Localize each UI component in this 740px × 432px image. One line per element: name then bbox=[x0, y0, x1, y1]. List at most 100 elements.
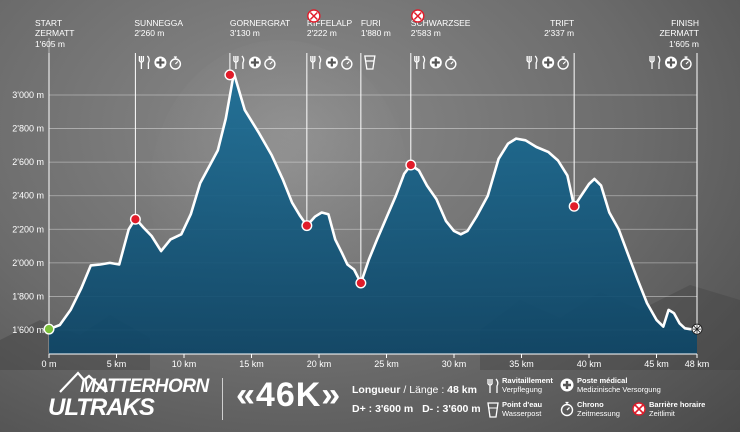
checkpoint-altitude: 1'605 m bbox=[35, 39, 65, 49]
medical-cross-shape bbox=[667, 58, 675, 67]
footer-divider bbox=[222, 378, 223, 420]
legend-water-fr: Point d'eau bbox=[502, 400, 543, 409]
checkpoint-marker bbox=[301, 220, 313, 232]
x-tick-label: 35 km bbox=[509, 359, 534, 369]
y-tick-label: 2'200 m bbox=[12, 224, 44, 234]
loss-label: D- : bbox=[422, 403, 440, 415]
distance-label-fr: Longueur bbox=[352, 384, 401, 396]
fork-knife-icon bbox=[233, 55, 245, 69]
medical-cross-shape bbox=[327, 58, 336, 67]
x-tick-label: 30 km bbox=[442, 359, 467, 369]
race-name: «46K» bbox=[236, 376, 342, 414]
fork-knife-icon bbox=[649, 55, 661, 69]
legend-food-de: Verpflegung bbox=[502, 385, 543, 394]
gain-value: 3'600 m bbox=[375, 403, 414, 415]
fork-knife-icon bbox=[526, 55, 538, 69]
y-tick-label: 2'400 m bbox=[12, 191, 44, 201]
distance-sep: / bbox=[403, 384, 410, 396]
x-tick-label: 0 m bbox=[41, 359, 56, 369]
checkpoint-altitude: 2'583 m bbox=[411, 28, 441, 38]
profile-area bbox=[48, 71, 697, 354]
checkpoint-altitude: 1'880 m bbox=[361, 28, 391, 38]
distance-colon: : bbox=[441, 384, 448, 396]
medical-cross-shape bbox=[250, 58, 259, 67]
checkpoint-name: FURI bbox=[361, 18, 381, 28]
x-tick-label: 45 km bbox=[644, 359, 669, 369]
stopwatch-hand bbox=[268, 56, 273, 65]
brand-sub: ULTRAKS bbox=[48, 394, 155, 421]
medical-cross-icon bbox=[560, 378, 574, 392]
stopwatch-hand bbox=[449, 56, 454, 65]
fork-knife-icon bbox=[138, 55, 150, 69]
checkpoint-name: GORNERGRAT bbox=[230, 18, 290, 28]
cutoff-cross bbox=[413, 11, 422, 21]
legend-cutoff-fr: Barrière horaire bbox=[649, 400, 706, 409]
x-tick-label: 10 km bbox=[172, 359, 197, 369]
y-tick-label: 1'600 m bbox=[12, 325, 44, 335]
water-glass-icon bbox=[487, 402, 499, 418]
checkpoint-name: FINISH bbox=[671, 18, 699, 28]
legend-chrono-de: Zeitmessung bbox=[577, 409, 620, 418]
x-tick-label: 40 km bbox=[577, 359, 602, 369]
profile-line bbox=[48, 71, 697, 331]
x-tick-label: 48 km bbox=[685, 359, 710, 369]
distance-label-de: Länge bbox=[409, 384, 439, 396]
legend-water-de: Wasserpost bbox=[502, 409, 542, 418]
checkpoint-name: SUNNEGGA bbox=[134, 18, 183, 28]
cutoff-icon bbox=[632, 402, 646, 416]
loss-value: 3'600 m bbox=[442, 403, 481, 415]
stopwatch-hand bbox=[345, 56, 350, 65]
y-tick-label: 2'600 m bbox=[12, 157, 44, 167]
stopwatch-hand bbox=[561, 56, 567, 65]
checkpoint-marker bbox=[405, 159, 417, 171]
footer: MATTERHORN ULTRAKS «46K» Longueur / Läng… bbox=[0, 370, 740, 432]
finish-flag-pattern bbox=[693, 325, 701, 334]
fork-knife-icon bbox=[487, 378, 499, 393]
cutoff-cross bbox=[309, 11, 318, 21]
legend-food-fr: Ravitaillement bbox=[502, 376, 553, 385]
gain-label: D+ : bbox=[352, 403, 373, 415]
brand-name: MATTERHORN bbox=[80, 376, 209, 397]
legend-cutoff-de: Zeitlimit bbox=[649, 409, 675, 418]
stopwatch-hand bbox=[173, 56, 179, 65]
legend-medical-fr: Poste médical bbox=[577, 376, 628, 385]
checkpoint-name: SCHWARZSEE bbox=[411, 18, 471, 28]
y-tick-label: 3'000 m bbox=[12, 90, 44, 100]
checkpoint-place: ZERMATT bbox=[659, 28, 699, 38]
medical-cross-shape bbox=[431, 58, 440, 67]
y-tick-label: 1'800 m bbox=[12, 291, 44, 301]
medical-cross-shape bbox=[544, 58, 553, 67]
checkpoint-name: TRIFT bbox=[550, 18, 574, 28]
fork-knife-icon bbox=[310, 55, 322, 69]
legend-chrono-fr: Chrono bbox=[577, 400, 604, 409]
stopwatch-icon bbox=[560, 401, 574, 417]
checkpoint-marker bbox=[568, 200, 580, 212]
brand-logo: MATTERHORN ULTRAKS bbox=[36, 370, 209, 422]
x-tick-label: 25 km bbox=[374, 359, 399, 369]
distance-line: Longueur / Länge : 48 km bbox=[352, 384, 477, 396]
checkpoint-altitude: 2'260 m bbox=[134, 28, 164, 38]
checkpoint-altitude: 2'337 m bbox=[544, 28, 574, 38]
medical-cross-shape bbox=[156, 58, 165, 67]
checkpoint-altitude: 2'222 m bbox=[307, 28, 337, 38]
checkpoint-marker bbox=[355, 277, 367, 289]
y-axis: 1'600 m 1'800 m 2'000 m 2'200 m 2'400 m 2'600… bbox=[12, 90, 44, 335]
y-tick-label: 2'800 m bbox=[12, 124, 44, 134]
checkpoint-place: ZERMATT bbox=[35, 28, 75, 38]
checkpoint-name: RIFFELALP bbox=[307, 18, 353, 28]
checkpoint-marker bbox=[43, 323, 55, 335]
stopwatch-hand bbox=[684, 56, 689, 65]
y-tick-label: 2'000 m bbox=[12, 258, 44, 268]
checkpoint-marker bbox=[224, 69, 236, 81]
matterhorn-mark-icon bbox=[59, 371, 107, 393]
